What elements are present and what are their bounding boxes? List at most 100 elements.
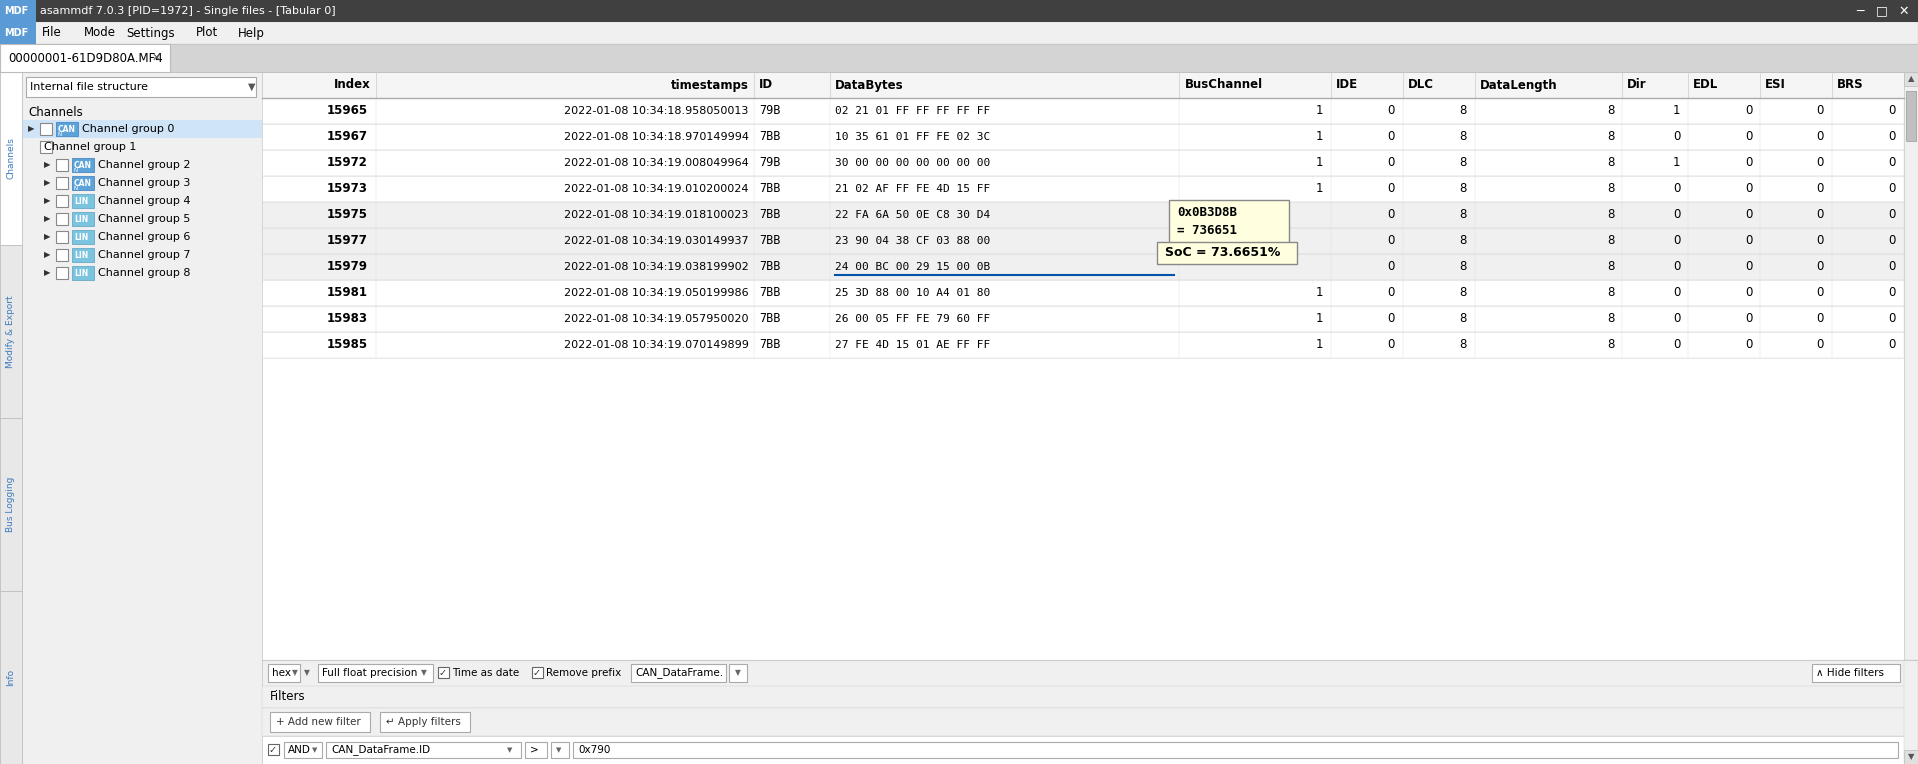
Text: 2022-01-08 10:34:19.010200024: 2022-01-08 10:34:19.010200024 [564, 184, 748, 194]
Bar [56, 122, 79, 136]
Text: 15985: 15985 [326, 338, 368, 351]
Text: 0: 0 [1889, 312, 1897, 325]
Text: 0: 0 [1672, 338, 1680, 351]
Bar [269, 664, 299, 682]
Text: 15981: 15981 [326, 286, 368, 299]
Bar [56, 267, 67, 279]
Text: ✓: ✓ [269, 745, 276, 755]
Text: 0: 0 [1816, 312, 1824, 325]
Text: 1: 1 [1316, 157, 1323, 170]
Text: CAN_DataFrame.: CAN_DataFrame. [635, 668, 723, 678]
Text: LIN: LIN [75, 232, 88, 241]
Text: 1: 1 [1672, 157, 1680, 170]
Text: 15967: 15967 [326, 131, 368, 144]
Text: 0: 0 [1387, 235, 1394, 248]
Bar [263, 72, 1905, 98]
Bar [73, 212, 94, 226]
Bar [284, 742, 322, 758]
Text: 8: 8 [1607, 235, 1615, 248]
Bar [318, 664, 433, 682]
Text: LIN: LIN [75, 215, 88, 224]
Text: 15965: 15965 [326, 105, 368, 118]
Text: ▶: ▶ [44, 160, 50, 170]
Bar [73, 230, 94, 244]
Text: Internal file structure: Internal file structure [31, 82, 148, 92]
Text: ▶: ▶ [44, 196, 50, 206]
Text: 7BB: 7BB [760, 131, 781, 144]
Bar [56, 249, 67, 261]
Bar [270, 712, 370, 732]
Bar [263, 254, 1905, 280]
Text: ∧ Hide filters: ∧ Hide filters [1816, 668, 1883, 678]
Text: EDL: EDL [1694, 79, 1719, 92]
Text: BRS: BRS [1837, 79, 1864, 92]
Text: 8: 8 [1460, 312, 1467, 325]
Bar [263, 228, 1905, 254]
Bar [0, 591, 21, 764]
Text: 8: 8 [1607, 286, 1615, 299]
Text: 8: 8 [1460, 105, 1467, 118]
Text: SoC = 73.6651%: SoC = 73.6651% [1166, 247, 1281, 260]
Bar [263, 98, 1905, 124]
Text: 0: 0 [1672, 209, 1680, 222]
Text: ▼: ▼ [292, 668, 297, 678]
Text: MDF: MDF [4, 28, 29, 38]
Text: 0: 0 [1387, 338, 1394, 351]
Bar [326, 742, 522, 758]
Text: 7BB: 7BB [760, 183, 781, 196]
Text: Channel group 4: Channel group 4 [98, 196, 190, 206]
Text: 0: 0 [1816, 235, 1824, 248]
Text: ▼: ▼ [420, 668, 428, 678]
Text: Channel group 1: Channel group 1 [44, 142, 136, 152]
Text: 1: 1 [1672, 105, 1680, 118]
Text: 25 3D 88 00 10 A4 01 80: 25 3D 88 00 10 A4 01 80 [834, 288, 990, 298]
Text: 2022-01-08 10:34:19.070149899: 2022-01-08 10:34:19.070149899 [564, 340, 748, 350]
Text: 0: 0 [1387, 286, 1394, 299]
Text: 0: 0 [1745, 286, 1753, 299]
Text: 0: 0 [1816, 157, 1824, 170]
Text: 0x790: 0x790 [577, 745, 610, 755]
Bar [0, 418, 21, 591]
Text: 1: 1 [1316, 131, 1323, 144]
Bar [21, 120, 263, 138]
Bar [263, 176, 1905, 202]
Text: 8: 8 [1607, 105, 1615, 118]
Bar [73, 176, 94, 190]
Bar [550, 742, 570, 758]
Text: 8: 8 [1607, 157, 1615, 170]
Text: 8: 8 [1607, 209, 1615, 222]
Text: ▼: ▼ [556, 747, 562, 753]
Text: LIN: LIN [75, 251, 88, 260]
Text: Modify & Export: Modify & Export [6, 295, 15, 367]
Text: Channel group 3: Channel group 3 [98, 178, 190, 188]
Text: 0: 0 [1745, 131, 1753, 144]
Bar [73, 248, 94, 262]
Text: 2022-01-08 10:34:19.030149937: 2022-01-08 10:34:19.030149937 [564, 236, 748, 246]
Text: 1: 1 [1316, 338, 1323, 351]
Text: ▶: ▶ [44, 215, 50, 224]
Bar [263, 202, 1905, 228]
Text: 0: 0 [1387, 312, 1394, 325]
Bar [526, 742, 547, 758]
Bar [0, 44, 1918, 72]
Text: 0: 0 [1672, 261, 1680, 274]
Text: Channels: Channels [6, 138, 15, 180]
Text: CAN: CAN [75, 179, 92, 187]
Bar [437, 667, 449, 678]
Text: N: N [75, 167, 79, 173]
Text: 1: 1 [1316, 105, 1323, 118]
Text: 8: 8 [1607, 312, 1615, 325]
Text: asammdf 7.0.3 [PID=1972] - Single files - [Tabular 0]: asammdf 7.0.3 [PID=1972] - Single files … [40, 6, 336, 16]
Text: CAN: CAN [58, 125, 77, 134]
Text: 0: 0 [1816, 105, 1824, 118]
Text: Index: Index [334, 79, 370, 92]
Text: N: N [75, 186, 79, 190]
Text: ✓: ✓ [439, 668, 447, 678]
Text: 0: 0 [1387, 261, 1394, 274]
Text: 0: 0 [1745, 235, 1753, 248]
Text: 15973: 15973 [326, 183, 368, 196]
Bar [73, 158, 94, 172]
Text: □: □ [1876, 5, 1887, 18]
Text: ▲: ▲ [1908, 75, 1914, 83]
Text: 8: 8 [1460, 286, 1467, 299]
